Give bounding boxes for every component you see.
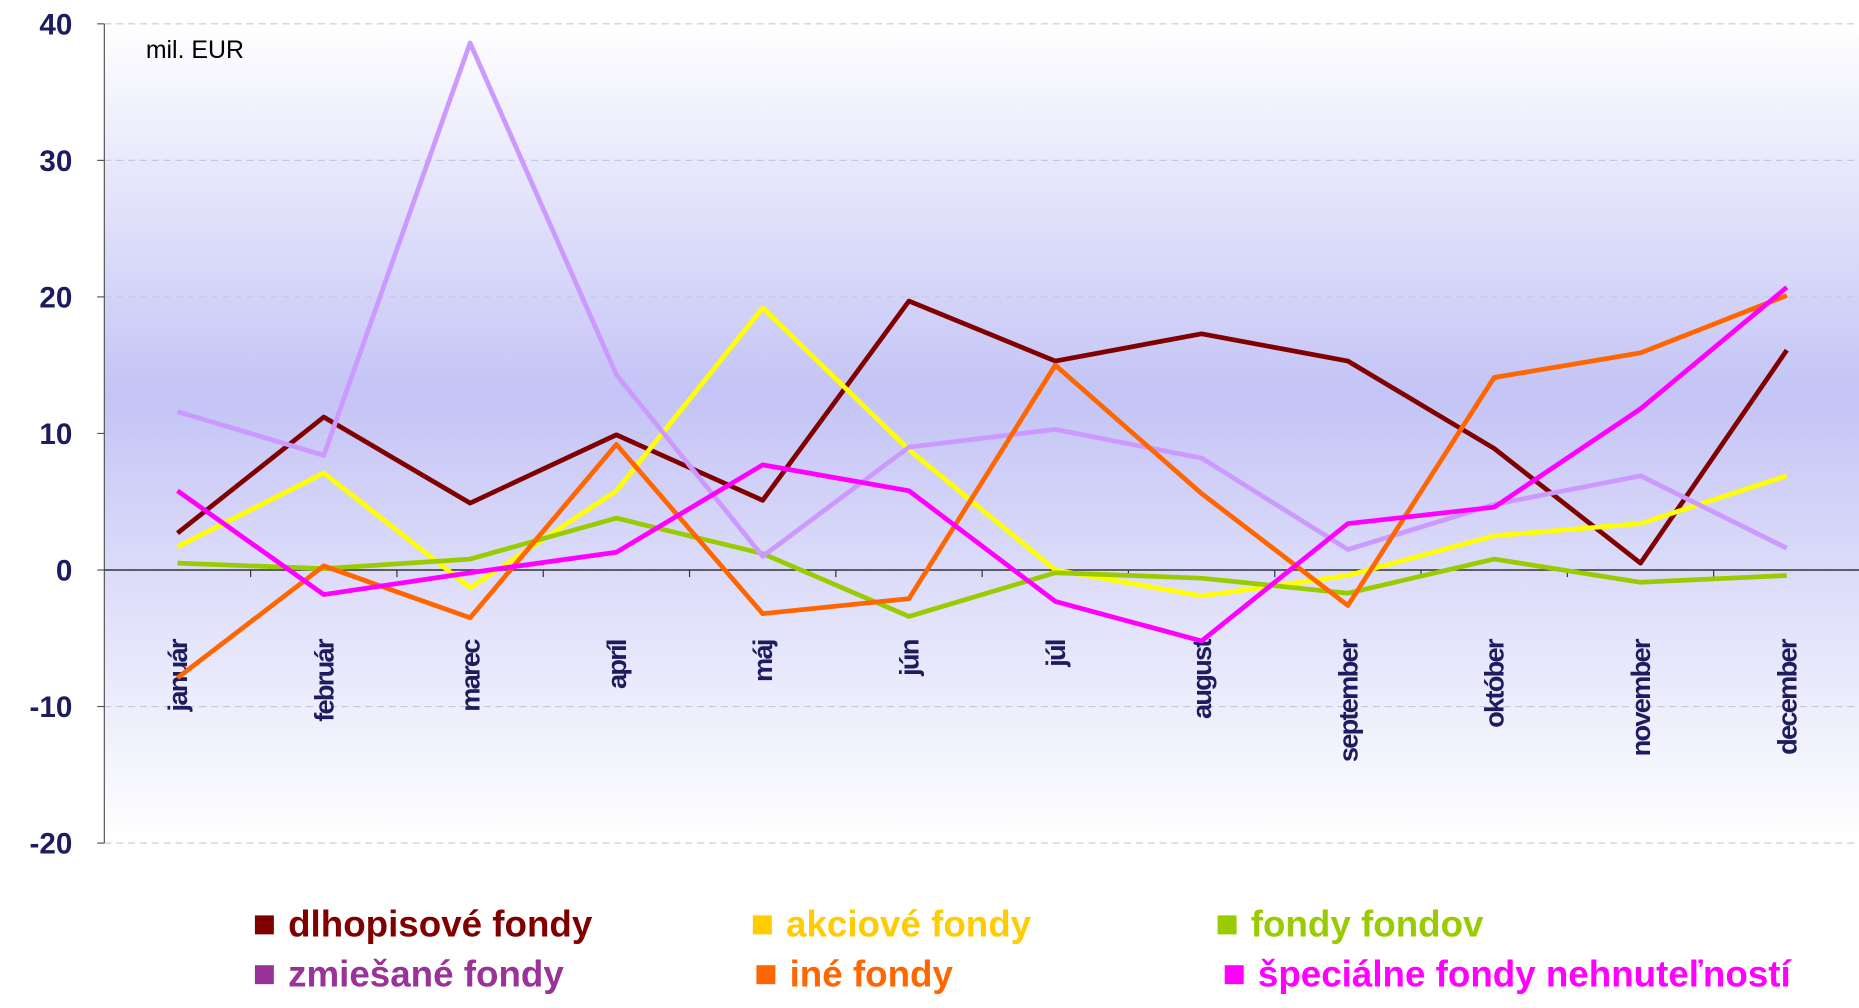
x-tick-label: február xyxy=(308,638,339,722)
x-tick-label: august xyxy=(1186,639,1217,719)
legend-swatch xyxy=(752,915,772,935)
series-line xyxy=(176,285,1789,644)
legend-swatch xyxy=(756,965,776,985)
x-tick-label: máj xyxy=(747,640,778,682)
legend-swatch xyxy=(254,965,274,985)
series-line xyxy=(176,298,1789,566)
x-tick-label: november xyxy=(1625,638,1656,756)
y-tick-label: -20 xyxy=(29,828,72,861)
y-tick-label: 10 xyxy=(39,418,72,451)
y-tick-label: 40 xyxy=(39,9,72,42)
legend-swatch xyxy=(1224,965,1244,985)
legend-label: dlhopisové fondy xyxy=(288,904,593,945)
x-tick-label: október xyxy=(1479,638,1510,728)
y-tick-label: 20 xyxy=(39,282,72,315)
y-tick-label: 0 xyxy=(56,555,72,588)
y-tick-label: -10 xyxy=(29,691,72,724)
legend-swatch xyxy=(254,915,274,935)
x-tick-label: júl xyxy=(1040,640,1071,668)
series-line xyxy=(176,293,1788,680)
x-tick-label: jún xyxy=(893,640,924,677)
series-line xyxy=(176,40,1788,559)
legend-label: fondy fondov xyxy=(1251,904,1484,945)
x-tick-label: apríl xyxy=(601,640,632,689)
series-line xyxy=(176,305,1788,599)
legend-label: akciové fondy xyxy=(786,904,1032,945)
legend-swatch xyxy=(1217,915,1237,935)
legend-label: iné fondy xyxy=(790,954,954,995)
series-line xyxy=(177,515,1787,619)
y-tick-label: 30 xyxy=(39,145,72,178)
unit-label: mil. EUR xyxy=(146,36,244,64)
legend-label: zmiešané fondy xyxy=(288,954,564,995)
x-tick-label: december xyxy=(1771,638,1802,755)
x-tick-label: marec xyxy=(455,639,486,712)
legend-label: špeciálne fondy nehnuteľností xyxy=(1258,954,1793,995)
x-tick-label: september xyxy=(1332,638,1363,762)
